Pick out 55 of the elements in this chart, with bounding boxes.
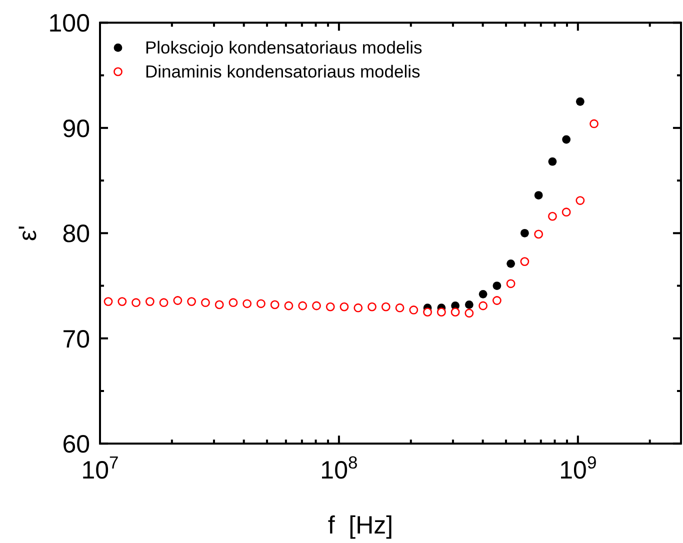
point xyxy=(423,308,432,317)
x-axis-title: f [Hz] xyxy=(328,512,394,540)
point xyxy=(312,301,321,310)
point xyxy=(173,296,182,305)
y-axis-title: ε' xyxy=(14,225,42,242)
point xyxy=(548,157,557,166)
point xyxy=(214,300,224,310)
point xyxy=(464,308,474,318)
point xyxy=(354,303,363,312)
point xyxy=(478,301,488,310)
point xyxy=(145,297,154,306)
point xyxy=(548,212,557,221)
point xyxy=(562,135,571,144)
y-tick-label: 70 xyxy=(62,325,90,354)
point xyxy=(506,259,516,268)
y-tick-label: 80 xyxy=(62,220,90,248)
point xyxy=(368,302,376,312)
point xyxy=(187,297,196,306)
x-tick-label: 10$^{9}$ xyxy=(559,452,597,485)
point xyxy=(506,279,516,288)
point xyxy=(590,119,598,128)
point xyxy=(520,228,529,238)
point xyxy=(228,298,238,308)
point xyxy=(381,302,390,312)
point xyxy=(284,301,294,310)
point xyxy=(256,299,266,308)
x-tick-label: 10$^{8}$ xyxy=(320,452,358,485)
point xyxy=(436,308,446,317)
legend-label: Dinaminis kondensatoriaus modelis xyxy=(145,62,421,82)
legend-label: Ploksciojo kondensatoriaus modelis xyxy=(145,38,422,58)
point xyxy=(298,301,308,310)
point xyxy=(270,300,280,310)
point xyxy=(409,306,418,314)
point xyxy=(326,302,335,312)
point xyxy=(340,302,349,312)
point xyxy=(520,257,530,266)
point xyxy=(534,230,544,239)
point xyxy=(562,208,571,217)
point xyxy=(450,308,460,317)
point xyxy=(576,97,584,106)
point xyxy=(576,196,585,205)
point xyxy=(395,303,404,312)
point xyxy=(478,290,488,298)
point xyxy=(492,282,502,290)
point xyxy=(104,297,113,306)
point xyxy=(132,298,140,308)
y-tick-label: 90 xyxy=(62,114,90,143)
point xyxy=(118,297,127,306)
point xyxy=(242,299,252,308)
point xyxy=(492,296,502,305)
point xyxy=(159,298,168,308)
point xyxy=(534,191,543,200)
y-tick-label: 100 xyxy=(48,10,90,38)
point xyxy=(464,300,474,309)
point xyxy=(201,298,210,308)
